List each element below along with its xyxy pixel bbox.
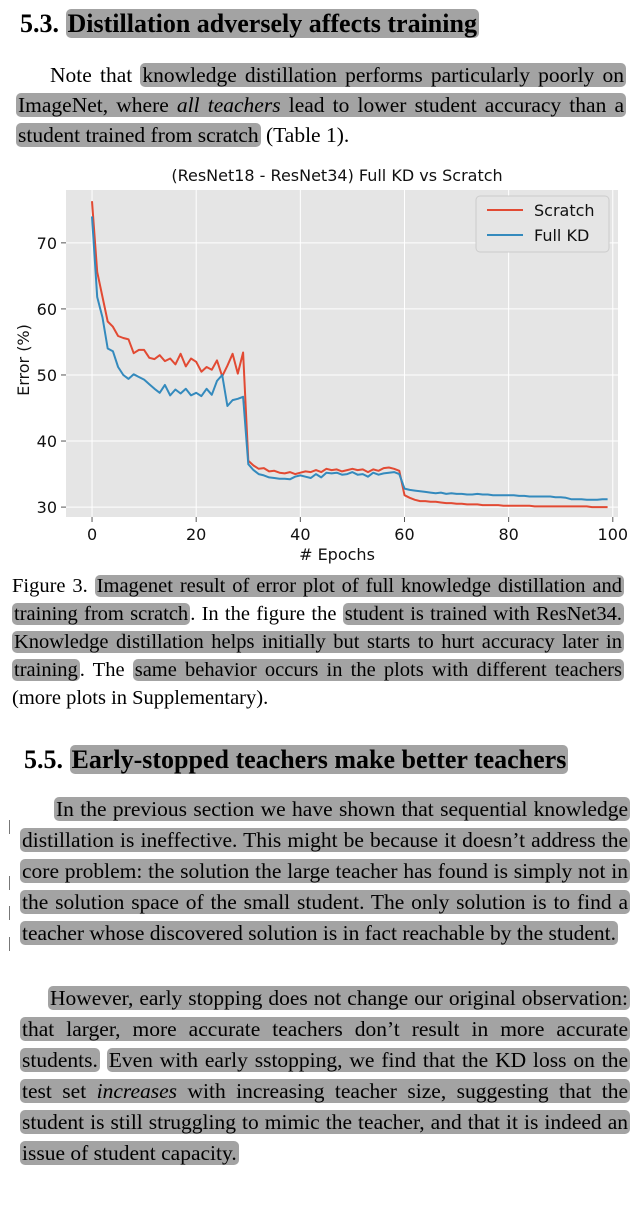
- section-number: 5.5.: [24, 745, 63, 774]
- x-tick-label: 80: [498, 525, 518, 544]
- legend-label-scratch: Scratch: [534, 201, 595, 220]
- x-tick-label: 60: [394, 525, 414, 544]
- x-tick-label: 40: [290, 525, 310, 544]
- y-axis-ticks: 30 40 50 60 70: [37, 234, 66, 517]
- intro-pre: Note that: [50, 63, 141, 87]
- section-heading-5-5: 5.5. Early-stopped teachers make better …: [24, 744, 569, 776]
- para2-italic: increases: [96, 1079, 178, 1103]
- y-axis-label: Error (%): [14, 324, 33, 396]
- para2-text-b: with increasing teacher size, suggesting…: [22, 1079, 628, 1165]
- margin-mark: [9, 906, 10, 920]
- y-tick-label: 60: [37, 300, 57, 319]
- caption-mid-1: . In the figure the: [190, 603, 343, 625]
- intro-post: (Table 1).: [260, 123, 350, 147]
- section-title: Early-stopped teachers make better teach…: [69, 745, 569, 774]
- figure-caption: Figure 3. Imagenet result of error plot …: [12, 572, 624, 712]
- section-number: 5.3.: [20, 9, 59, 38]
- intro-highlight-text-2: lead to lower student accuracy than a st…: [18, 93, 624, 147]
- y-tick-label: 30: [37, 498, 57, 517]
- intro-italic: all teachers: [176, 93, 281, 117]
- chart-title: (ResNet18 - ResNet34) Full KD vs Scratch: [171, 166, 502, 185]
- body-paragraph-2: However, early stopping does not change …: [20, 983, 630, 1169]
- y-tick-label: 70: [37, 234, 57, 253]
- legend-label-full-kd: Full KD: [534, 226, 589, 245]
- intro-highlight-text: knowledge distillation performs particul…: [18, 63, 624, 117]
- x-tick-label: 20: [186, 525, 206, 544]
- x-axis-ticks: 0 20 40 60 80 100: [87, 517, 628, 544]
- caption-prefix: Figure 3.: [12, 575, 88, 597]
- para2-highlight-2: Even with early sstopping, we find that …: [20, 1048, 630, 1165]
- y-tick-label: 40: [37, 432, 57, 451]
- caption-post: (more plots in Supplementary).: [12, 687, 269, 709]
- caption-highlight-3: same behavior occurs in the plots with d…: [132, 659, 624, 681]
- x-tick-label: 100: [598, 525, 629, 544]
- x-tick-label: 0: [87, 525, 97, 544]
- section-heading-5-3: 5.3. Distillation adversely affects trai…: [20, 8, 479, 40]
- intro-paragraph: Note that knowledge distillation perform…: [16, 60, 626, 150]
- series-lines: [91, 201, 608, 509]
- series-line-scratch: [91, 201, 608, 509]
- chart-legend: Scratch Full KD: [475, 195, 610, 253]
- x-axis-label: # Epochs: [299, 545, 375, 564]
- para2-text-a: Even with early sstopping, we find that …: [22, 1048, 628, 1103]
- body-paragraph-1: In the previous section we have shown th…: [20, 794, 630, 949]
- margin-mark: [9, 876, 10, 890]
- section-title: Distillation adversely affects training: [65, 9, 479, 38]
- error-line-chart: (ResNet18 - ResNet34) Full KD vs Scratch…: [14, 166, 628, 564]
- para1-highlight: In the previous section we have shown th…: [20, 797, 630, 945]
- margin-mark: [9, 937, 10, 951]
- y-tick-label: 50: [37, 366, 57, 385]
- series-line-full-kd: [91, 216, 608, 501]
- margin-mark: [9, 820, 10, 834]
- intro-highlight: knowledge distillation performs particul…: [16, 63, 626, 147]
- caption-mid-2: . The: [79, 659, 133, 681]
